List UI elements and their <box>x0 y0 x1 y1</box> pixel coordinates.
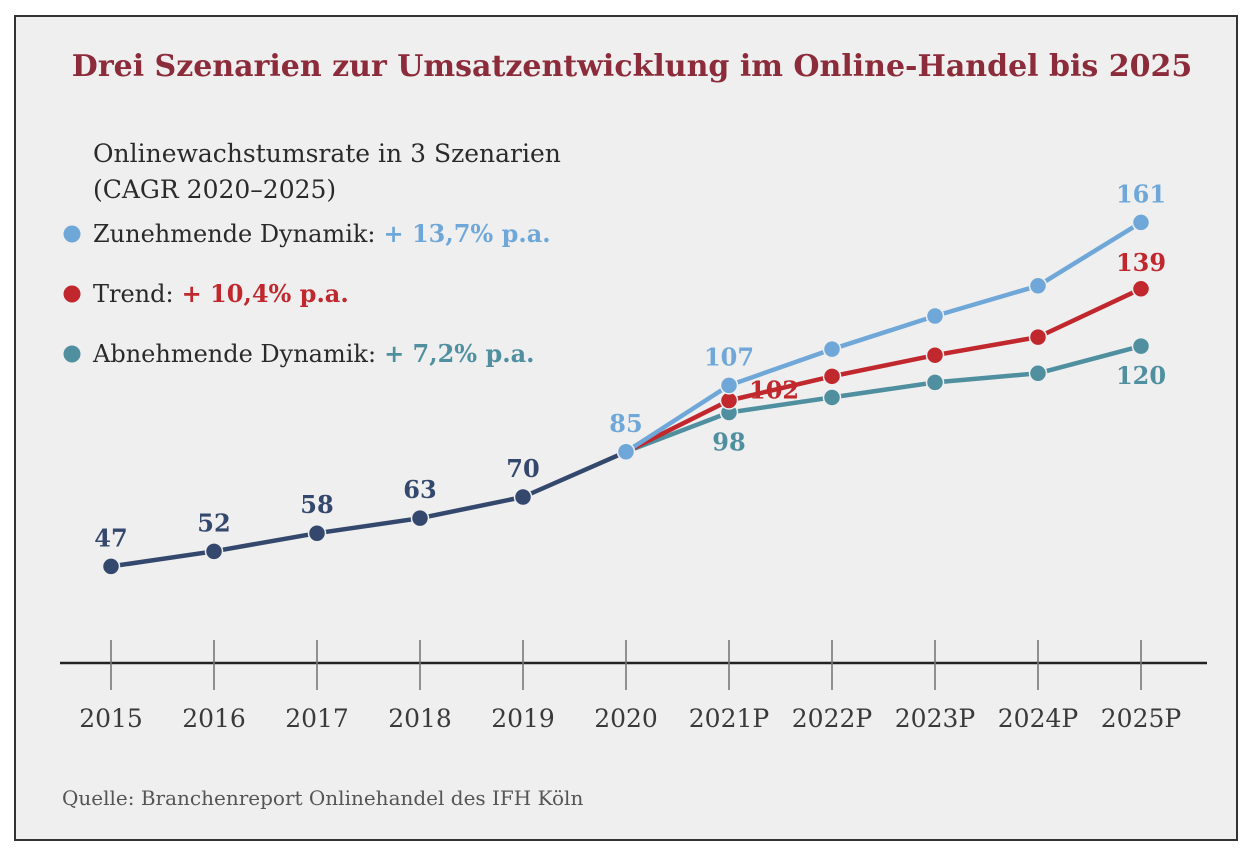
point-zunehmende-dynamik-5 <box>1131 213 1151 232</box>
point-abnehmende-dynamik-5 <box>1131 336 1151 356</box>
point-trend-4 <box>1028 327 1048 347</box>
series-points <box>101 213 1151 576</box>
point-history-4 <box>513 487 533 507</box>
x-tick-label-2024P: 2024P <box>998 704 1078 733</box>
point-abnehmende-dynamik-4 <box>1028 364 1048 383</box>
data-label-107: 107 <box>704 342 754 371</box>
point-history-3 <box>410 508 430 528</box>
data-label-139: 139 <box>1116 248 1166 277</box>
x-tick-label-2023P: 2023P <box>895 704 975 733</box>
legend-marker-2 <box>63 345 81 363</box>
x-axis: 2015 2016 2017 2018 2019 2020 2021P 2022P 2023P 2… <box>60 640 1207 733</box>
chart-subtitle-line1: Onlinewachstumsrate in 3 Szenarien <box>93 139 561 168</box>
series-line-zunehmende-dynamik <box>623 220 1144 455</box>
x-tick-label-2015: 2015 <box>79 704 143 733</box>
data-label-102: 102 <box>749 375 799 404</box>
x-tick-label-2020: 2020 <box>594 704 658 733</box>
point-history-2 <box>307 523 327 543</box>
chart-title: Drei Szenarien zur Umsatzentwicklung im … <box>72 49 1192 84</box>
x-tick-label-2019: 2019 <box>491 704 555 733</box>
data-label-history-2: 58 <box>300 490 333 519</box>
point-zunehmende-dynamik-3 <box>925 306 945 326</box>
legend-value-0: + 13,7% p.a. <box>384 219 551 248</box>
x-tick-label-2016: 2016 <box>182 704 246 733</box>
point-zunehmende-dynamik-2 <box>822 339 842 359</box>
legend-marker-1 <box>63 285 81 303</box>
series-line-abnehmende-dynamik <box>623 343 1144 455</box>
legend-marker-0 <box>63 225 81 243</box>
legend-value-2: + 7,2% p.a. <box>384 339 534 368</box>
point-trend-3 <box>925 345 945 365</box>
data-label-161: 161 <box>1116 179 1166 208</box>
series-line-history <box>108 449 629 569</box>
legend: Zunehmende Dynamik: + 13,7% p.a. Trend: + 1… <box>63 219 551 368</box>
legend-label-0: Zunehmende Dynamik: + 13,7% p.a. <box>93 219 551 248</box>
x-tick-label-2021P: 2021P <box>689 704 769 733</box>
x-tick-label-2017: 2017 <box>285 704 349 733</box>
x-tick-label-2018: 2018 <box>388 704 452 733</box>
source-note: Quelle: Branchenreport Onlinehandel des … <box>62 786 583 810</box>
data-label-history-3: 63 <box>403 475 436 504</box>
data-label-history-4: 70 <box>506 454 539 483</box>
x-tick-label-2022P: 2022P <box>792 704 872 733</box>
legend-label-2: Abnehmende Dynamik: + 7,2% p.a. <box>92 339 534 368</box>
point-history-1 <box>204 542 224 561</box>
point-abnehmende-dynamik-3 <box>925 373 945 392</box>
x-tick-label-2025P: 2025P <box>1101 704 1181 733</box>
point-zunehmende-dynamik-4 <box>1028 276 1048 296</box>
point-trend-2 <box>822 367 842 386</box>
point-abnehmende-dynamik-2 <box>822 388 842 407</box>
point-trend-5 <box>1131 279 1151 299</box>
series-line-trend <box>623 286 1144 455</box>
point-zunehmende-dynamik-1 <box>719 376 739 395</box>
data-label-120: 120 <box>1116 361 1166 390</box>
legend-value-1: + 10,4% p.a. <box>182 279 349 308</box>
chart-subtitle-line2: (CAGR 2020–2025) <box>93 175 336 204</box>
point-2020 <box>616 442 636 462</box>
legend-label-1: Trend: + 10,4% p.a. <box>93 279 349 308</box>
series-lines <box>108 220 1144 569</box>
data-label-history-1: 52 <box>197 508 230 537</box>
data-label-history-0: 47 <box>94 523 127 552</box>
chart-frame <box>14 15 1238 841</box>
data-label-history-5: 85 <box>609 409 642 438</box>
data-label-98: 98 <box>712 428 745 457</box>
point-history-0 <box>101 557 121 576</box>
